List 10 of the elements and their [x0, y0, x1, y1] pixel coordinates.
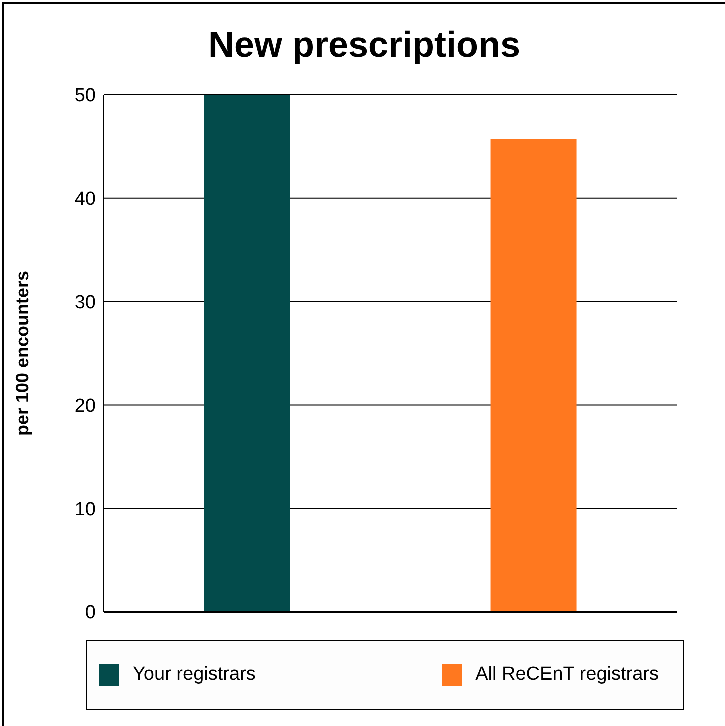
y-tick-label: 40 [74, 189, 96, 210]
chart-title: New prescriptions [207, 24, 522, 67]
y-tick-label: 0 [85, 602, 96, 624]
y-tick-label: 10 [74, 499, 96, 520]
y-axis-title: per 100 encounters [12, 270, 32, 436]
legend-label: Your registrars [133, 664, 256, 686]
y-tick-label: 50 [74, 86, 96, 107]
legend-label: All ReCEnT registrars [476, 664, 659, 686]
y-tick-label: 30 [74, 292, 96, 314]
y-tick-label: 20 [74, 396, 96, 417]
